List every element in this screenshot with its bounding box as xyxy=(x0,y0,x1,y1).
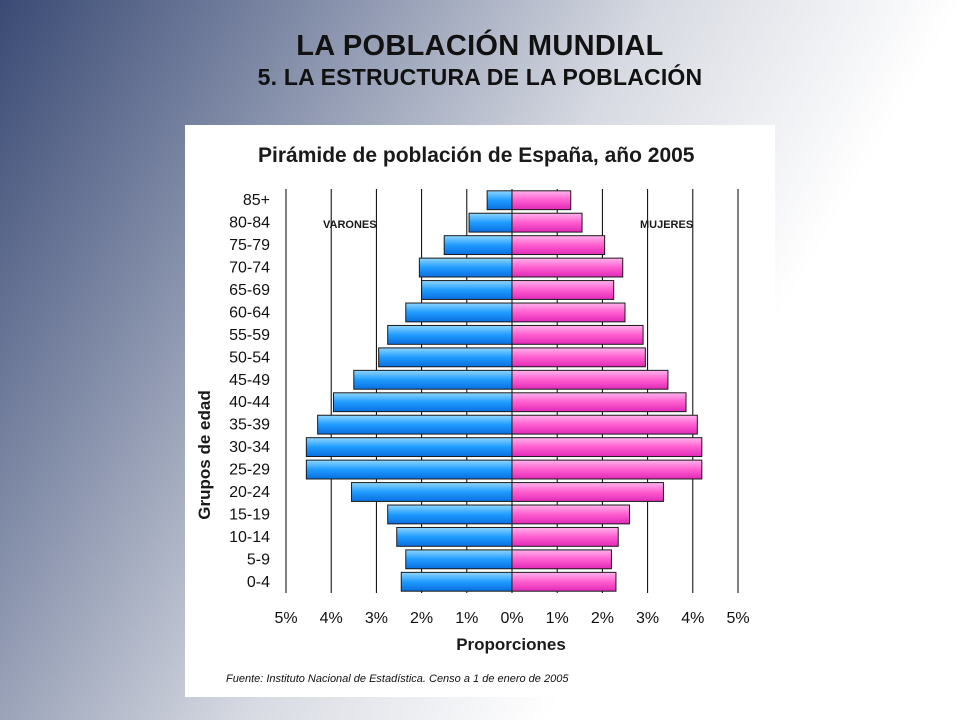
age-group-label: 40-44 xyxy=(229,394,270,411)
x-tick-label: 5% xyxy=(726,610,749,627)
bar-mujeres-30-34 xyxy=(511,437,703,458)
age-group-label: 65-69 xyxy=(229,282,270,299)
y-axis-label: Grupos de edad xyxy=(195,390,214,519)
bar-varones-20-24 xyxy=(351,482,513,502)
bar-varones-0-4 xyxy=(400,571,513,592)
x-tick-label: 1% xyxy=(455,610,478,627)
age-group-label: 5-9 xyxy=(247,551,270,568)
bar-varones-25-29 xyxy=(305,459,513,480)
bar-mujeres-55-59 xyxy=(511,324,644,345)
bar-varones-65-69 xyxy=(421,280,513,300)
bar-varones-50-54 xyxy=(378,347,513,368)
bar-mujeres-15-19 xyxy=(511,504,631,525)
bar-varones-75-79 xyxy=(443,235,513,256)
age-group-label: 70-74 xyxy=(229,260,270,277)
bar-varones-15-19 xyxy=(387,504,513,525)
x-axis-label: Proporciones xyxy=(456,635,566,654)
source-note: Fuente: Instituto Nacional de Estadístic… xyxy=(226,673,569,685)
x-tick-label: 3% xyxy=(636,610,659,627)
bar-varones-35-39 xyxy=(317,414,513,435)
x-tick-label: 2% xyxy=(591,610,614,627)
bar-mujeres-60-64 xyxy=(511,302,626,323)
age-group-label: 55-59 xyxy=(229,327,270,344)
bar-varones-85+ xyxy=(486,190,513,211)
bar-mujeres-25-29 xyxy=(511,459,703,480)
bar-varones-60-64 xyxy=(405,302,513,323)
x-tick-label: 0% xyxy=(500,610,523,627)
x-tick-label: 3% xyxy=(365,610,388,627)
age-group-label: 15-19 xyxy=(229,506,270,523)
age-group-label: 75-79 xyxy=(229,237,270,254)
age-group-label: 0-4 xyxy=(247,574,270,591)
age-group-label: 85+ xyxy=(243,192,270,209)
bar-mujeres-45-49 xyxy=(511,369,669,390)
bar-varones-45-49 xyxy=(353,369,513,390)
bar-mujeres-5-9 xyxy=(511,549,612,570)
bar-mujeres-80-84 xyxy=(511,212,583,233)
bar-mujeres-10-14 xyxy=(511,526,619,547)
bar-mujeres-85+ xyxy=(511,190,572,211)
x-tick-label: 5% xyxy=(274,610,297,627)
x-tick-label: 4% xyxy=(320,610,343,627)
bar-varones-80-84 xyxy=(468,212,513,233)
bar-mujeres-40-44 xyxy=(511,392,687,413)
age-group-label: 45-49 xyxy=(229,372,270,389)
bar-varones-30-34 xyxy=(305,437,513,458)
bar-mujeres-35-39 xyxy=(511,414,698,435)
bar-mujeres-0-4 xyxy=(511,571,617,592)
age-group-label: 20-24 xyxy=(229,484,270,501)
bar-varones-70-74 xyxy=(418,257,513,278)
population-pyramid-chart: Pirámide de población de España, año 200… xyxy=(195,144,750,685)
age-group-label: 10-14 xyxy=(229,529,270,546)
chart-title: Pirámide de población de España, año 200… xyxy=(258,144,695,167)
chart-panel: Pirámide de población de España, año 200… xyxy=(185,125,775,697)
age-group-label: 50-54 xyxy=(229,349,270,366)
age-group-label: 80-84 xyxy=(229,215,270,232)
legend-varones: VARONES xyxy=(323,219,377,231)
age-group-label: 30-34 xyxy=(229,439,270,456)
bar-mujeres-75-79 xyxy=(511,235,606,256)
x-tick-label: 2% xyxy=(410,610,433,627)
bar-varones-5-9 xyxy=(405,549,513,570)
age-group-label: 25-29 xyxy=(229,462,270,479)
bar-mujeres-65-69 xyxy=(511,280,615,300)
bar-mujeres-70-74 xyxy=(511,257,624,278)
bar-mujeres-50-54 xyxy=(511,347,646,368)
bar-varones-55-59 xyxy=(387,324,513,345)
slide-title: LA POBLACIÓN MUNDIAL xyxy=(296,30,664,62)
age-group-label: 35-39 xyxy=(229,417,270,434)
x-tick-label: 4% xyxy=(681,610,704,627)
bar-mujeres-20-24 xyxy=(511,482,664,502)
age-group-label: 60-64 xyxy=(229,304,270,321)
slide-subtitle: 5. LA ESTRUCTURA DE LA POBLACIÓN xyxy=(257,64,703,90)
x-tick-label: 1% xyxy=(546,610,569,627)
bar-varones-10-14 xyxy=(396,526,513,547)
bar-varones-40-44 xyxy=(332,392,513,413)
legend-mujeres: MUJERES xyxy=(640,219,693,231)
